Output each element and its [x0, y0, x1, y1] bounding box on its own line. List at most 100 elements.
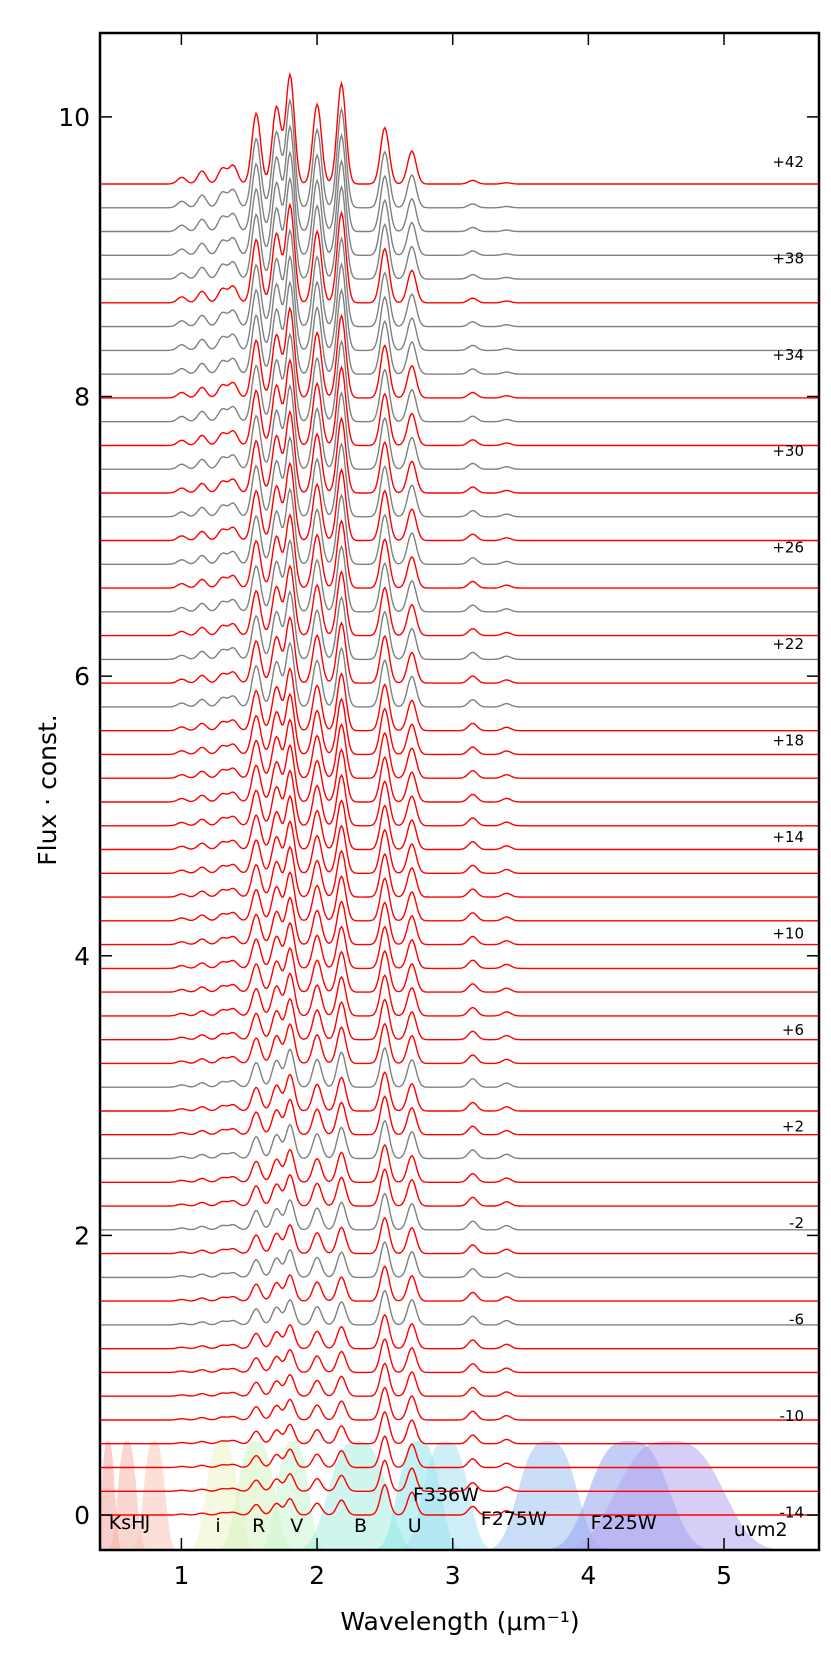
spectrum-series-41	[100, 461, 819, 542]
band-label: U	[408, 1515, 422, 1537]
y-tick-label: 10	[58, 103, 90, 132]
spectrum-series-31	[100, 718, 819, 779]
x-tick-label: 5	[716, 1561, 732, 1590]
x-tick-label: 2	[309, 1561, 325, 1590]
x-tick-label: 1	[173, 1561, 189, 1590]
spectrum-series-40	[100, 487, 819, 565]
spectrum-series-55	[100, 97, 819, 209]
filter-band-11	[507, 1440, 819, 1550]
band-label: i	[215, 1515, 220, 1537]
band-label: KsH	[109, 1512, 146, 1534]
spectrum-series-29	[100, 769, 819, 827]
spectrum-series-32	[100, 692, 819, 756]
spectrum-series-50	[100, 228, 819, 328]
spectrum-series-25	[100, 870, 819, 922]
band-label: R	[252, 1515, 265, 1537]
phase-label: +34	[772, 346, 804, 364]
spectrum-series-44	[100, 383, 819, 470]
filter-band-8	[376, 1440, 516, 1550]
spectrum-series-2	[100, 1435, 819, 1469]
phase-label: +42	[772, 153, 804, 171]
spectrum-series-27	[100, 820, 819, 874]
band-label: F225W	[591, 1512, 657, 1534]
spectrum-series-56	[100, 71, 819, 185]
spectrum-series-54	[100, 124, 819, 233]
plot-background	[100, 33, 819, 1550]
spectrum-series-51	[100, 202, 819, 304]
spectrum-series-21	[100, 972, 819, 1017]
spectrum-series-33	[100, 666, 819, 732]
spectrum-series-45	[100, 358, 819, 447]
filter-band-2	[121, 1440, 187, 1550]
spectrum-series-12	[100, 1192, 819, 1231]
filter-band-6	[268, 1440, 448, 1550]
filter-band-5	[243, 1440, 342, 1550]
band-label: uvm2	[734, 1519, 788, 1541]
spectrum-series-36	[100, 590, 819, 661]
filter-band-3	[173, 1440, 271, 1550]
spectrum-series-46	[100, 332, 819, 423]
spectrum-series-14	[100, 1143, 819, 1183]
phase-label: -2	[789, 1214, 804, 1232]
filter-band-7	[353, 1440, 484, 1550]
spectrum-series-28	[100, 794, 819, 851]
spectrum-series-49	[100, 254, 819, 352]
spectrum-series-38	[100, 538, 819, 613]
band-label: J	[144, 1512, 151, 1534]
spectrum-series-16	[100, 1095, 819, 1136]
band-label: V	[290, 1515, 303, 1537]
spectrum-series-42	[100, 435, 819, 518]
phase-label: +10	[772, 925, 804, 943]
phase-label: +2	[782, 1118, 804, 1136]
filter-band-1	[100, 1440, 156, 1550]
spectrum-series-26	[100, 845, 819, 898]
spectrum-series-1	[100, 1459, 819, 1492]
spectrum-series-6	[100, 1338, 819, 1374]
spectrum-series-39	[100, 512, 819, 589]
spectrum-series-30	[100, 743, 819, 803]
spectrum-series-48	[100, 280, 819, 375]
band-label: B	[354, 1515, 367, 1537]
y-tick-label: 2	[74, 1221, 90, 1250]
spectrum-series-47	[100, 306, 819, 399]
spectrum-series-3	[100, 1410, 819, 1445]
spectrum-series-7	[100, 1313, 819, 1350]
spectrum-series-53	[100, 150, 819, 256]
spectrum-series-24	[100, 896, 819, 946]
spectrum-series-17	[100, 1071, 819, 1112]
spectrum-series-0	[100, 1483, 819, 1516]
spectrum-series-8	[100, 1289, 819, 1326]
spectrum-series-23	[100, 921, 819, 970]
phase-label: -10	[780, 1407, 805, 1425]
spectrum-series-34	[100, 641, 819, 708]
phase-label: +22	[772, 635, 804, 653]
y-tick-label: 4	[74, 942, 90, 971]
x-axis-title: Wavelength (μm⁻¹)	[340, 1607, 579, 1636]
phase-label: +6	[782, 1021, 804, 1039]
y-tick-label: 0	[74, 1501, 90, 1530]
filter-band-4	[199, 1440, 313, 1550]
spectrum-series-10	[100, 1241, 819, 1279]
phase-label: +18	[772, 732, 804, 750]
phase-label: +26	[772, 539, 804, 557]
spectrum-series-52	[100, 176, 819, 280]
spectrum-series-35	[100, 615, 819, 684]
phase-label: -6	[789, 1310, 804, 1328]
filter-band-9	[458, 1440, 638, 1550]
spectrum-series-5	[100, 1362, 819, 1397]
plot-frame	[98, 31, 821, 1552]
phase-label: +38	[772, 249, 804, 267]
spectrum-series-15	[100, 1119, 819, 1160]
band-label: F336W	[413, 1484, 479, 1506]
y-tick-label: 6	[74, 662, 90, 691]
x-tick-label: 3	[445, 1561, 461, 1590]
phase-label: +14	[772, 828, 804, 846]
spectrum-series-22	[100, 946, 819, 993]
spectrum-series-13	[100, 1168, 819, 1207]
y-axis-title: Flux · const.	[33, 714, 62, 865]
y-tick-label: 8	[74, 383, 90, 412]
spectrum-series-37	[100, 564, 819, 637]
x-tick-label: 4	[580, 1561, 596, 1590]
spectrum-series-20	[100, 997, 819, 1041]
